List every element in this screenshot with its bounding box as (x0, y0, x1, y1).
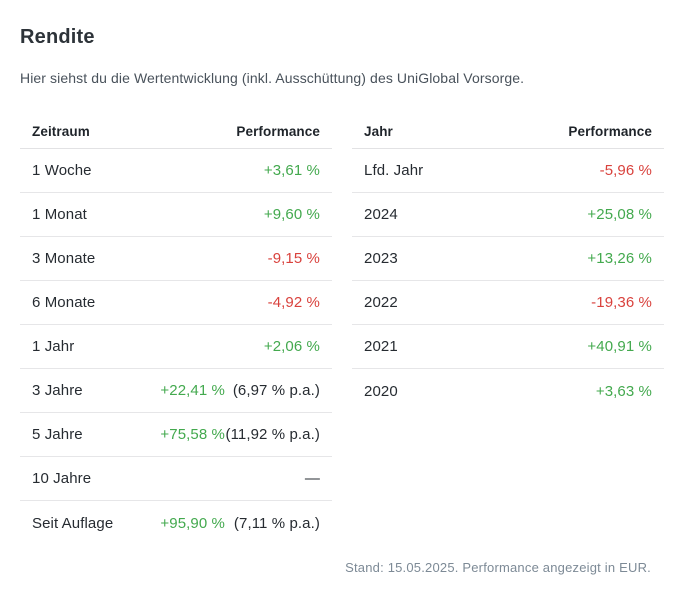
table-row: 2020 +3,63 % (352, 369, 664, 413)
performance-value: -19,36 % (591, 294, 652, 311)
performance-value: +3,63 % (595, 382, 652, 400)
performance-pa-value: (7,11 % p.a.) (233, 514, 320, 532)
table-row: 1 Woche +3,61 % (20, 149, 332, 193)
row-label: 1 Woche (32, 162, 92, 179)
table-row: Lfd. Jahr -5,96 % (352, 149, 664, 193)
row-label: 2023 (364, 250, 398, 267)
table-row: 6 Monate -4,92 % (20, 281, 332, 325)
table-row: Seit Auflage +95,90 % (7,11 % p.a.) (20, 501, 332, 545)
row-label: 2024 (364, 206, 398, 223)
row-label: 3 Jahre (32, 382, 83, 399)
status-note: Stand: 15.05.2025. Performance angezeigt… (345, 560, 651, 575)
column-header-zeitraum: Zeitraum (32, 124, 90, 139)
performance-value: -9,15 % (267, 250, 320, 267)
row-label: Seit Auflage (32, 514, 114, 532)
row-label: 2021 (364, 338, 398, 355)
row-label: Lfd. Jahr (364, 162, 424, 179)
performance-value: +95,90 % (160, 514, 225, 532)
column-header-performance: Performance (236, 124, 320, 139)
table-header-row: Zeitraum Performance (20, 115, 332, 149)
performance-value: +9,60 % (263, 206, 320, 223)
period-performance-table: Zeitraum Performance 1 Woche +3,61 % 1 Mon… (20, 115, 332, 545)
performance-pa-value: (6,97 % p.a.) (232, 382, 320, 399)
table-body: Lfd. Jahr -5,96 % 2024 +25,08 % 2023 +13,26 %… (352, 149, 664, 413)
performance-value: +2,06 % (263, 338, 320, 355)
subtitle: Hier siehst du die Wertentwicklung (inkl… (20, 70, 525, 86)
table-row: 2024 +25,08 % (352, 193, 664, 237)
performance-value: +25,08 % (587, 206, 652, 223)
performance-value: +22,41 % (160, 382, 225, 399)
performance-value: — (304, 470, 320, 487)
column-header-performance: Performance (568, 124, 652, 139)
performance-value: +40,91 % (587, 338, 652, 355)
table-row: 2021 +40,91 % (352, 325, 664, 369)
performance-value: -5,96 % (599, 162, 652, 179)
column-header-jahr: Jahr (364, 124, 393, 139)
performance-value: -4,92 % (267, 294, 320, 311)
row-label: 2020 (364, 382, 398, 400)
row-label: 6 Monate (32, 294, 96, 311)
performance-value: +75,58 % (160, 426, 225, 443)
performance-pa-value: (11,92 % p.a.) (225, 426, 320, 443)
row-label: 1 Jahr (32, 338, 75, 355)
table-header-row: Jahr Performance (352, 115, 664, 149)
row-label: 1 Monat (32, 206, 87, 223)
table-row: 2023 +13,26 % (352, 237, 664, 281)
table-row: 10 Jahre — (20, 457, 332, 501)
performance-tables: Zeitraum Performance 1 Woche +3,61 % 1 Mon… (20, 115, 664, 545)
table-body: 1 Woche +3,61 % 1 Monat +9,60 % 3 Monate -9,1… (20, 149, 332, 545)
row-label: 2022 (364, 294, 398, 311)
table-row: 5 Jahre +75,58 % (11,92 % p.a.) (20, 413, 332, 457)
table-row: 3 Jahre +22,41 % (6,97 % p.a.) (20, 369, 332, 413)
performance-value: +13,26 % (587, 250, 652, 267)
row-label: 5 Jahre (32, 426, 83, 443)
table-row: 3 Monate -9,15 % (20, 237, 332, 281)
table-row: 2022 -19,36 % (352, 281, 664, 325)
table-row: 1 Jahr +2,06 % (20, 325, 332, 369)
row-label: 10 Jahre (32, 470, 92, 487)
rendite-panel: Rendite Hier siehst du die Wertentwicklu… (20, 26, 664, 575)
page-title: Rendite (20, 26, 95, 48)
performance-value: +3,61 % (263, 162, 320, 179)
row-label: 3 Monate (32, 250, 96, 267)
table-row: 1 Monat +9,60 % (20, 193, 332, 237)
year-performance-table: Jahr Performance Lfd. Jahr -5,96 % 2024 +25… (352, 115, 664, 545)
